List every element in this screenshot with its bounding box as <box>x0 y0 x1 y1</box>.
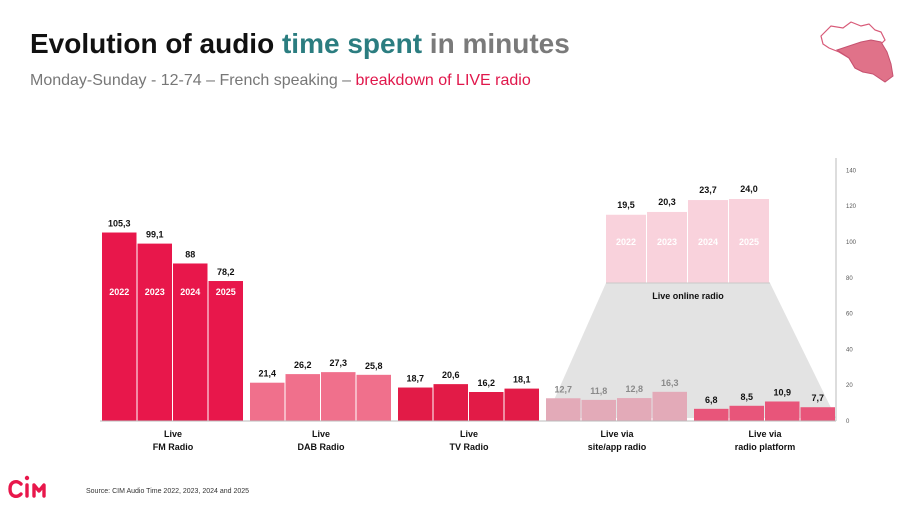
y-tick-label: 60 <box>846 312 853 318</box>
bar-value-label: 18,1 <box>513 375 531 385</box>
y-tick-label: 100 <box>846 240 857 246</box>
bar <box>321 372 356 421</box>
bar <box>729 405 764 421</box>
bar <box>356 374 391 421</box>
bar <box>137 243 172 421</box>
bar-value-label: 21,4 <box>258 369 276 379</box>
online-bar <box>647 211 687 283</box>
category-label-line1: Live via <box>600 429 634 439</box>
bar-value-label: 11,8 <box>590 386 607 396</box>
bar <box>694 408 729 421</box>
bar <box>765 401 800 421</box>
bar <box>102 232 137 421</box>
online-year-label: 2024 <box>698 237 718 247</box>
bar <box>250 382 285 421</box>
online-bar <box>729 199 769 283</box>
source-note: Source: CIM Audio Time 2022, 2023, 2024 … <box>86 488 250 495</box>
bar <box>285 374 320 421</box>
category-label-line2: DAB Radio <box>298 442 346 452</box>
online-year-label: 2023 <box>657 237 677 247</box>
online-year-label: 2022 <box>616 237 636 247</box>
bar-value-label: 7,7 <box>811 393 824 403</box>
bar-value-label: 16,2 <box>477 378 495 388</box>
y-tick-label: 20 <box>846 383 853 389</box>
subtitle: Monday-Sunday - 12-74 – French speaking … <box>30 72 531 90</box>
online-value-label: 20,3 <box>658 197 676 207</box>
bar-year-label: 2023 <box>145 287 165 297</box>
category-label-line2: TV Radio <box>449 442 489 452</box>
bar-value-label: 12,7 <box>554 384 572 394</box>
bar-value-label: 8,5 <box>740 392 753 402</box>
bar-value-label: 99,1 <box>146 230 164 240</box>
title-part-3: in minutes <box>422 28 570 59</box>
belgium-map-icon <box>820 21 894 83</box>
bar-value-label: 25,8 <box>365 361 383 371</box>
subtitle-main: Monday-Sunday - 12-74 – French speaking … <box>30 72 356 89</box>
bar-value-label: 18,7 <box>406 374 424 384</box>
y-tick-label: 0 <box>846 419 850 425</box>
wallonia-region <box>835 39 894 83</box>
bar <box>173 263 208 421</box>
online-value-label: 23,7 <box>699 185 717 195</box>
bar-value-label: 105,3 <box>108 219 131 229</box>
y-tick-label: 120 <box>846 204 857 210</box>
title-part-1: Evolution of audio <box>30 28 282 59</box>
bar <box>617 398 652 421</box>
category-label-line2: radio platform <box>735 442 796 452</box>
online-value-label: 19,5 <box>617 200 635 210</box>
bar <box>652 391 687 421</box>
bar <box>208 281 243 421</box>
bar-value-label: 16,3 <box>661 378 679 388</box>
online-year-label: 2025 <box>739 237 759 247</box>
subtitle-accent: breakdown of LIVE radio <box>355 72 531 89</box>
category-label-line1: Live <box>312 429 330 439</box>
bar-year-label: 2025 <box>216 287 236 297</box>
bar-value-label: 6,8 <box>705 395 718 405</box>
bar-value-label: 26,2 <box>294 360 312 370</box>
bar <box>398 387 433 421</box>
online-bar <box>606 214 646 283</box>
zoom-funnel <box>546 283 836 418</box>
online-bar <box>688 200 728 283</box>
category-label-line2: site/app radio <box>588 442 647 452</box>
category-label-line1: Live <box>164 429 182 439</box>
bar-value-label: 10,9 <box>773 387 791 397</box>
title-part-2: time spent <box>281 28 423 59</box>
cim-logo <box>8 475 46 498</box>
bar <box>800 407 835 421</box>
bar-value-label: 78,2 <box>217 267 235 277</box>
page-title: Evolution of audio time spent in minutes <box>30 28 570 60</box>
category-label-line2: FM Radio <box>153 442 194 452</box>
category-label-line1: Live via <box>748 429 782 439</box>
bar <box>581 399 616 421</box>
bar <box>546 398 581 421</box>
bar-value-label: 27,3 <box>329 358 347 368</box>
bar-year-label: 2022 <box>109 287 129 297</box>
bar-value-label: 12,8 <box>625 384 643 394</box>
online-value-label: 24,0 <box>740 184 758 194</box>
y-tick-label: 40 <box>846 347 853 353</box>
bar-year-label: 2024 <box>180 287 200 297</box>
bar-value-label: 88 <box>185 249 195 259</box>
bar <box>469 392 504 421</box>
y-tick-label: 140 <box>846 168 857 174</box>
bar <box>433 384 468 421</box>
category-label-line1: Live <box>460 429 478 439</box>
bar <box>504 388 539 421</box>
bar-value-label: 20,6 <box>442 370 460 380</box>
online-panel-label: Live online radio <box>652 291 724 301</box>
y-tick-label: 80 <box>846 276 853 282</box>
